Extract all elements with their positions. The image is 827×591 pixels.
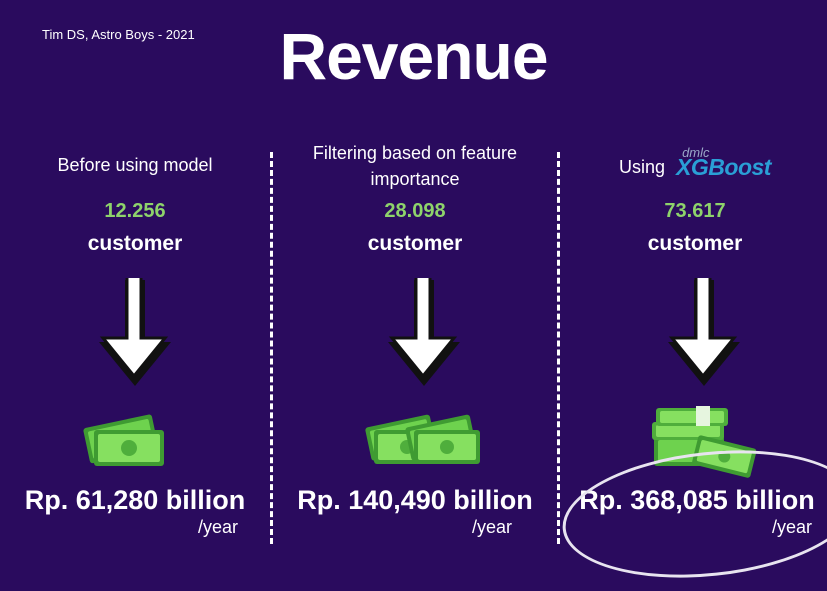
single-banknote-icon — [83, 414, 164, 466]
money-stack-icon — [652, 406, 756, 478]
column-xgboost: Using dmlc XGBoost 73.617 customer Rp. 3… — [568, 140, 822, 550]
per-year-label: /year — [472, 517, 513, 537]
column-feature-filtering: Filtering based on feature importance 28… — [284, 140, 546, 550]
down-arrow-icon — [668, 278, 740, 386]
customer-count: 12.256 — [104, 200, 166, 222]
credit-text: Tim DS, Astro Boys - 2021 — [42, 27, 195, 42]
column-heading: Before using model — [57, 155, 213, 175]
divider-left — [270, 152, 273, 544]
column-heading-row: Using dmlc XGBoost — [568, 145, 822, 182]
customer-label: customer — [87, 232, 183, 255]
column-heading: Using — [619, 157, 666, 177]
column-heading: Filtering based on feature importance — [312, 143, 518, 189]
double-banknote-icon — [365, 414, 480, 464]
customer-label: customer — [647, 232, 743, 255]
xgboost-logo-text: XGBoost — [676, 154, 771, 181]
xgboost-logo: dmlc XGBoost — [676, 145, 771, 182]
divider-right — [557, 152, 560, 544]
customer-label: customer — [367, 232, 463, 255]
customer-count: 73.617 — [664, 200, 726, 222]
revenue-amount: Rp. 140,490 billion — [297, 485, 533, 515]
revenue-amount: Rp. 368,085 billion — [579, 485, 815, 515]
column-before-model: Before using model 12.256 customer Rp. 6… — [10, 140, 260, 550]
down-arrow-icon — [388, 278, 460, 386]
per-year-label: /year — [198, 517, 239, 537]
revenue-amount: Rp. 61,280 billion — [24, 485, 246, 515]
per-year-label: /year — [772, 517, 813, 537]
down-arrow-icon — [99, 278, 171, 386]
dmlc-logo-text: dmlc — [682, 145, 710, 161]
customer-count: 28.098 — [384, 200, 446, 222]
page-title: Revenue — [279, 19, 548, 93]
